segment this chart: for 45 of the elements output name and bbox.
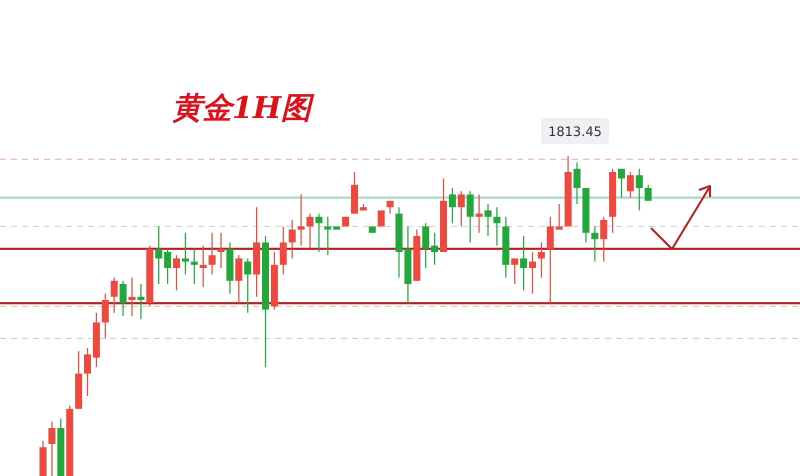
candlestick [618,168,625,198]
candlestick [493,206,500,246]
chart-title: 黄金1H图 [172,91,316,126]
candlestick [644,184,652,202]
candlestick [458,190,465,227]
candlestick [306,213,314,250]
candlestick [484,203,492,237]
candlestick [48,421,56,476]
candlestick [137,283,144,320]
candlestick [529,251,536,294]
candlestick [173,254,180,291]
candlestick [298,194,305,246]
annotation: 1813.45 [548,125,602,140]
candlestick [208,232,216,275]
candlestick [431,232,438,266]
candlestick [476,194,483,234]
candlestick [110,277,118,314]
candlestick [155,226,162,285]
candlestick [164,248,172,285]
candlestick [600,216,608,262]
candlestick [288,219,296,259]
candlestick [120,280,127,317]
candlestick [84,347,91,397]
candlestick [591,226,598,262]
candlestick [182,232,189,275]
candlestick [422,222,430,269]
candlestick [636,168,643,211]
candlestick [511,258,518,285]
candlestick [315,213,322,253]
candlestick [244,258,252,314]
candlestick [280,226,287,275]
candlestick [378,210,385,227]
candlestick [626,171,634,198]
candlestick [448,187,456,224]
candlestick [128,277,136,317]
candlestick [235,254,242,304]
candlestick [520,235,528,291]
candlestick [466,190,474,243]
candlestick [574,162,580,205]
candlestick [538,242,545,278]
candlestick [218,232,224,269]
candlestick [102,293,109,339]
candlestick [190,248,198,285]
candlestick [200,245,207,288]
candlestick [386,200,394,214]
